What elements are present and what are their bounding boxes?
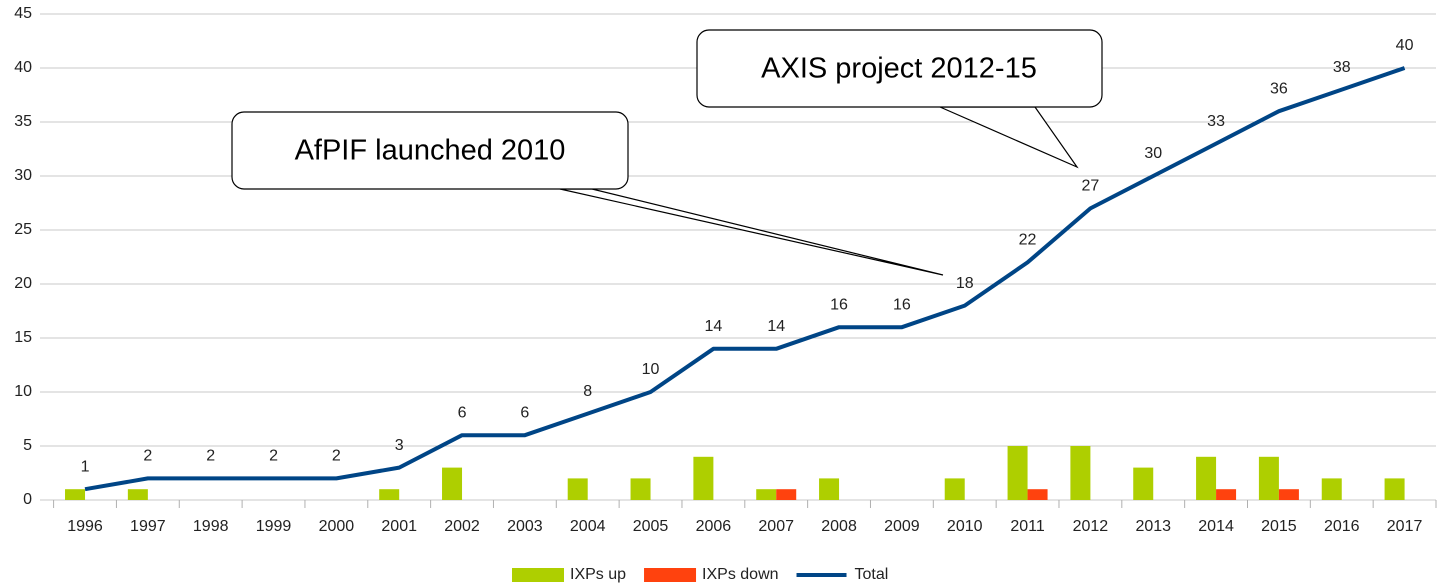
- data-label: 6: [520, 404, 529, 421]
- callout: AfPIF launched 2010: [231, 111, 944, 276]
- bar: [567, 478, 588, 500]
- bar: [1278, 489, 1299, 500]
- x-tick-label: 2011: [1010, 518, 1045, 535]
- data-label: 18: [956, 275, 974, 292]
- plot: 0 5 10 15 20 25 30 35 40 45 1996 1997 1998 1999 2000 20…: [14, 5, 1437, 583]
- bar: [442, 467, 463, 500]
- y-tick-label: 40: [14, 59, 32, 76]
- data-label: 2: [269, 448, 278, 465]
- x-tick-label: 2012: [1073, 518, 1109, 535]
- bar: [1196, 456, 1217, 500]
- x-tick-label: 2003: [507, 518, 543, 535]
- annotation: AfPIF launched 2010: [295, 135, 566, 167]
- x-tick-label: 2000: [319, 518, 355, 535]
- y-tick-label: 5: [23, 437, 32, 454]
- data-label: 16: [830, 296, 848, 313]
- bar: [756, 489, 777, 500]
- bar: [1321, 478, 1342, 500]
- y-tick-label: 25: [14, 221, 32, 238]
- x-tick-label: 2016: [1324, 518, 1360, 535]
- data-label: 1: [81, 458, 90, 475]
- bar: [630, 478, 651, 500]
- legend-swatch: [512, 568, 564, 582]
- data-label: 36: [1270, 80, 1288, 97]
- y-tick-label: 30: [14, 167, 32, 184]
- x-tick-label: 2009: [884, 518, 920, 535]
- data-label: 22: [1019, 232, 1037, 249]
- data-label: 2: [332, 448, 341, 465]
- bar: [379, 489, 400, 500]
- x-tick-label: 1998: [193, 518, 229, 535]
- annotation: AXIS project 2012-15: [761, 53, 1037, 85]
- data-label: 3: [395, 437, 404, 454]
- x-tick-label: 2010: [947, 518, 983, 535]
- x-tick-label: 2006: [696, 518, 732, 535]
- x-tick-label: 2017: [1387, 518, 1423, 535]
- data-label: 38: [1333, 59, 1351, 76]
- callout-pointer: [559, 188, 944, 276]
- data-label: 16: [893, 296, 911, 313]
- bar: [65, 489, 86, 500]
- bar: [819, 478, 840, 500]
- bar: [1070, 446, 1091, 500]
- data-label: 2: [206, 448, 215, 465]
- x-tick-label: 2001: [381, 518, 417, 535]
- y-tick-label: 10: [14, 383, 32, 400]
- data-label: 27: [1082, 178, 1100, 195]
- data-label: 30: [1144, 145, 1162, 162]
- callout-pointer: [939, 106, 1079, 169]
- data-label: 6: [458, 404, 467, 421]
- callout-box: [231, 111, 629, 190]
- x-tick-label: 2002: [444, 518, 480, 535]
- y-tick-label: 35: [14, 113, 32, 130]
- bar: [1027, 489, 1048, 500]
- line: [84, 66, 1406, 492]
- x-tick-label: 1999: [256, 518, 292, 535]
- bar: [1007, 446, 1028, 500]
- data-label: 40: [1396, 37, 1414, 54]
- x-tick-label: 1996: [67, 518, 103, 535]
- data-label: 14: [767, 318, 785, 335]
- x-tick-label: 2014: [1198, 518, 1234, 535]
- x-tick-label: 1997: [130, 518, 166, 535]
- x-tick-label: 2007: [758, 518, 794, 535]
- data-label: 33: [1207, 113, 1225, 130]
- callout: AXIS project 2012-15: [696, 29, 1103, 169]
- data-label: 14: [704, 318, 722, 335]
- bar: [127, 489, 148, 500]
- x-tick-label: 2004: [570, 518, 606, 535]
- bar: [944, 478, 965, 500]
- legend-label: Total: [855, 566, 889, 583]
- y-tick-label: 45: [14, 5, 32, 22]
- x-tick-label: 2008: [821, 518, 857, 535]
- x-tick-label: 2013: [1135, 518, 1171, 535]
- data-label: 10: [642, 361, 660, 378]
- bar: [1258, 456, 1279, 500]
- x-tick-label: 2015: [1261, 518, 1297, 535]
- y-tick-label: 20: [14, 275, 32, 292]
- bar: [1133, 467, 1154, 500]
- bar: [693, 456, 714, 500]
- legend-swatch: [644, 568, 697, 582]
- data-label: 8: [583, 383, 592, 400]
- bar: [1216, 489, 1237, 500]
- callout-box: [696, 29, 1103, 108]
- legend-label: IXPs up: [570, 566, 626, 583]
- y-tick-label: 15: [14, 329, 32, 346]
- y-tick-label: 0: [23, 491, 32, 508]
- x-tick-label: 2005: [633, 518, 669, 535]
- data-label: 2: [143, 448, 152, 465]
- bar: [776, 489, 797, 500]
- legend-label: IXPs down: [702, 566, 778, 583]
- bar: [1384, 478, 1405, 500]
